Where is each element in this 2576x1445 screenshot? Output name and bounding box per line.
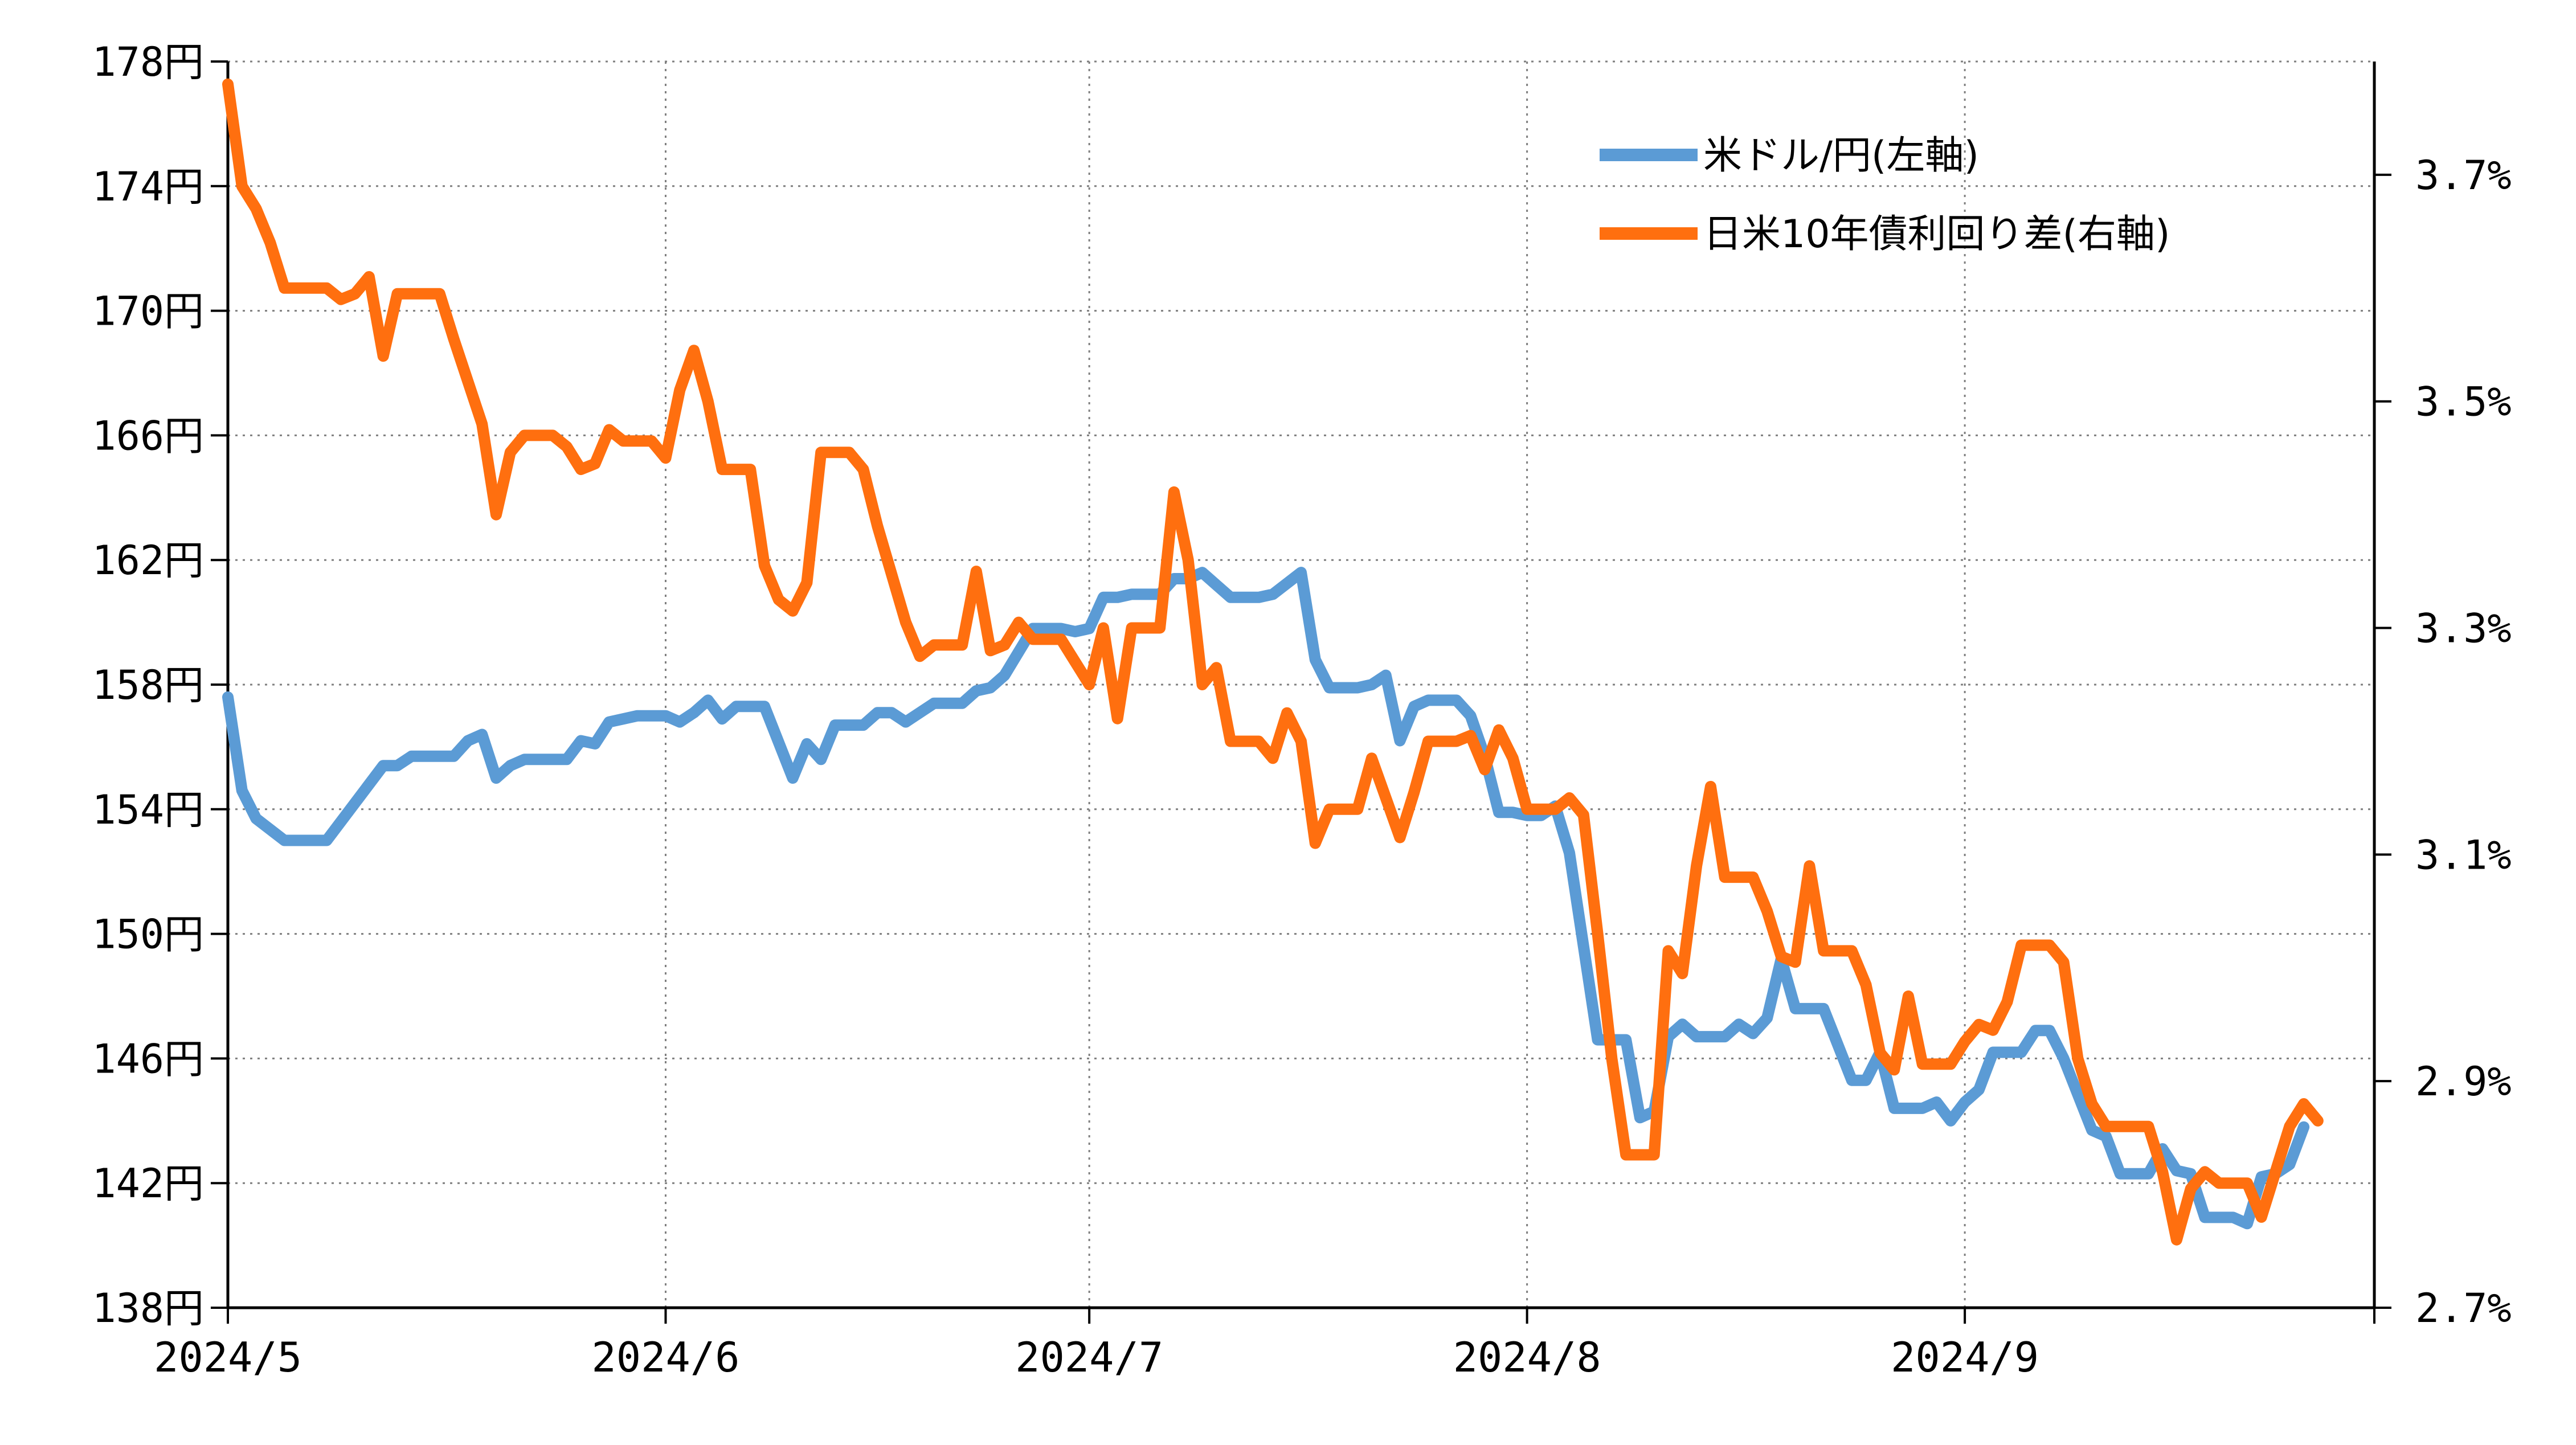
left-axis-tick-label: 166円 bbox=[92, 412, 204, 459]
legend-label-yield-spread: 日米10年債利回り差(右軸) bbox=[1703, 212, 2170, 257]
legend: 米ドル/円(左軸) 日米10年債利回り差(右軸) bbox=[1600, 133, 2170, 257]
right-axis-tick-label: 3.7% bbox=[2415, 152, 2512, 199]
x-axis-tick-label: 2024/7 bbox=[1015, 1333, 1163, 1381]
left-axis-tick-label: 174円 bbox=[92, 163, 204, 210]
chart-axes: 138円 142円 146円 150円 154円 158円 162円 166円 170円 174円… bbox=[92, 39, 2512, 1381]
left-axis-tick-label: 142円 bbox=[92, 1160, 204, 1207]
series-lines bbox=[222, 78, 2324, 1246]
right-axis-tick-label: 3.3% bbox=[2415, 605, 2512, 652]
left-axis-tick-label: 162円 bbox=[92, 537, 204, 584]
legend-label-usdjpy: 米ドル/円(左軸) bbox=[1703, 133, 1979, 178]
right-axis-tick-label: 3.1% bbox=[2415, 832, 2512, 878]
series-line-usdjpy bbox=[222, 567, 2310, 1230]
x-axis-tick-label: 2024/9 bbox=[1891, 1333, 2039, 1381]
right-axis-tick-label: 2.7% bbox=[2415, 1285, 2512, 1332]
left-axis-tick-label: 178円 bbox=[92, 39, 204, 85]
right-axis-tick-label: 2.9% bbox=[2415, 1058, 2512, 1105]
x-axis-tick-label: 2024/6 bbox=[591, 1333, 739, 1381]
grid-lines bbox=[228, 60, 2374, 1308]
left-axis-tick-label: 170円 bbox=[92, 288, 204, 335]
left-axis-tick-label: 150円 bbox=[92, 911, 204, 958]
left-axis-tick-label: 158円 bbox=[92, 662, 204, 709]
x-axis-tick-label: 2024/8 bbox=[1453, 1333, 1601, 1381]
left-axis-tick-label: 138円 bbox=[92, 1285, 204, 1332]
left-axis-tick-label: 146円 bbox=[92, 1035, 204, 1082]
left-axis-tick-label: 154円 bbox=[92, 787, 204, 833]
x-axis-tick-label: 2024/5 bbox=[154, 1333, 302, 1381]
series-line-yield-spread bbox=[222, 78, 2324, 1246]
right-axis-tick-label: 3.5% bbox=[2415, 379, 2512, 425]
